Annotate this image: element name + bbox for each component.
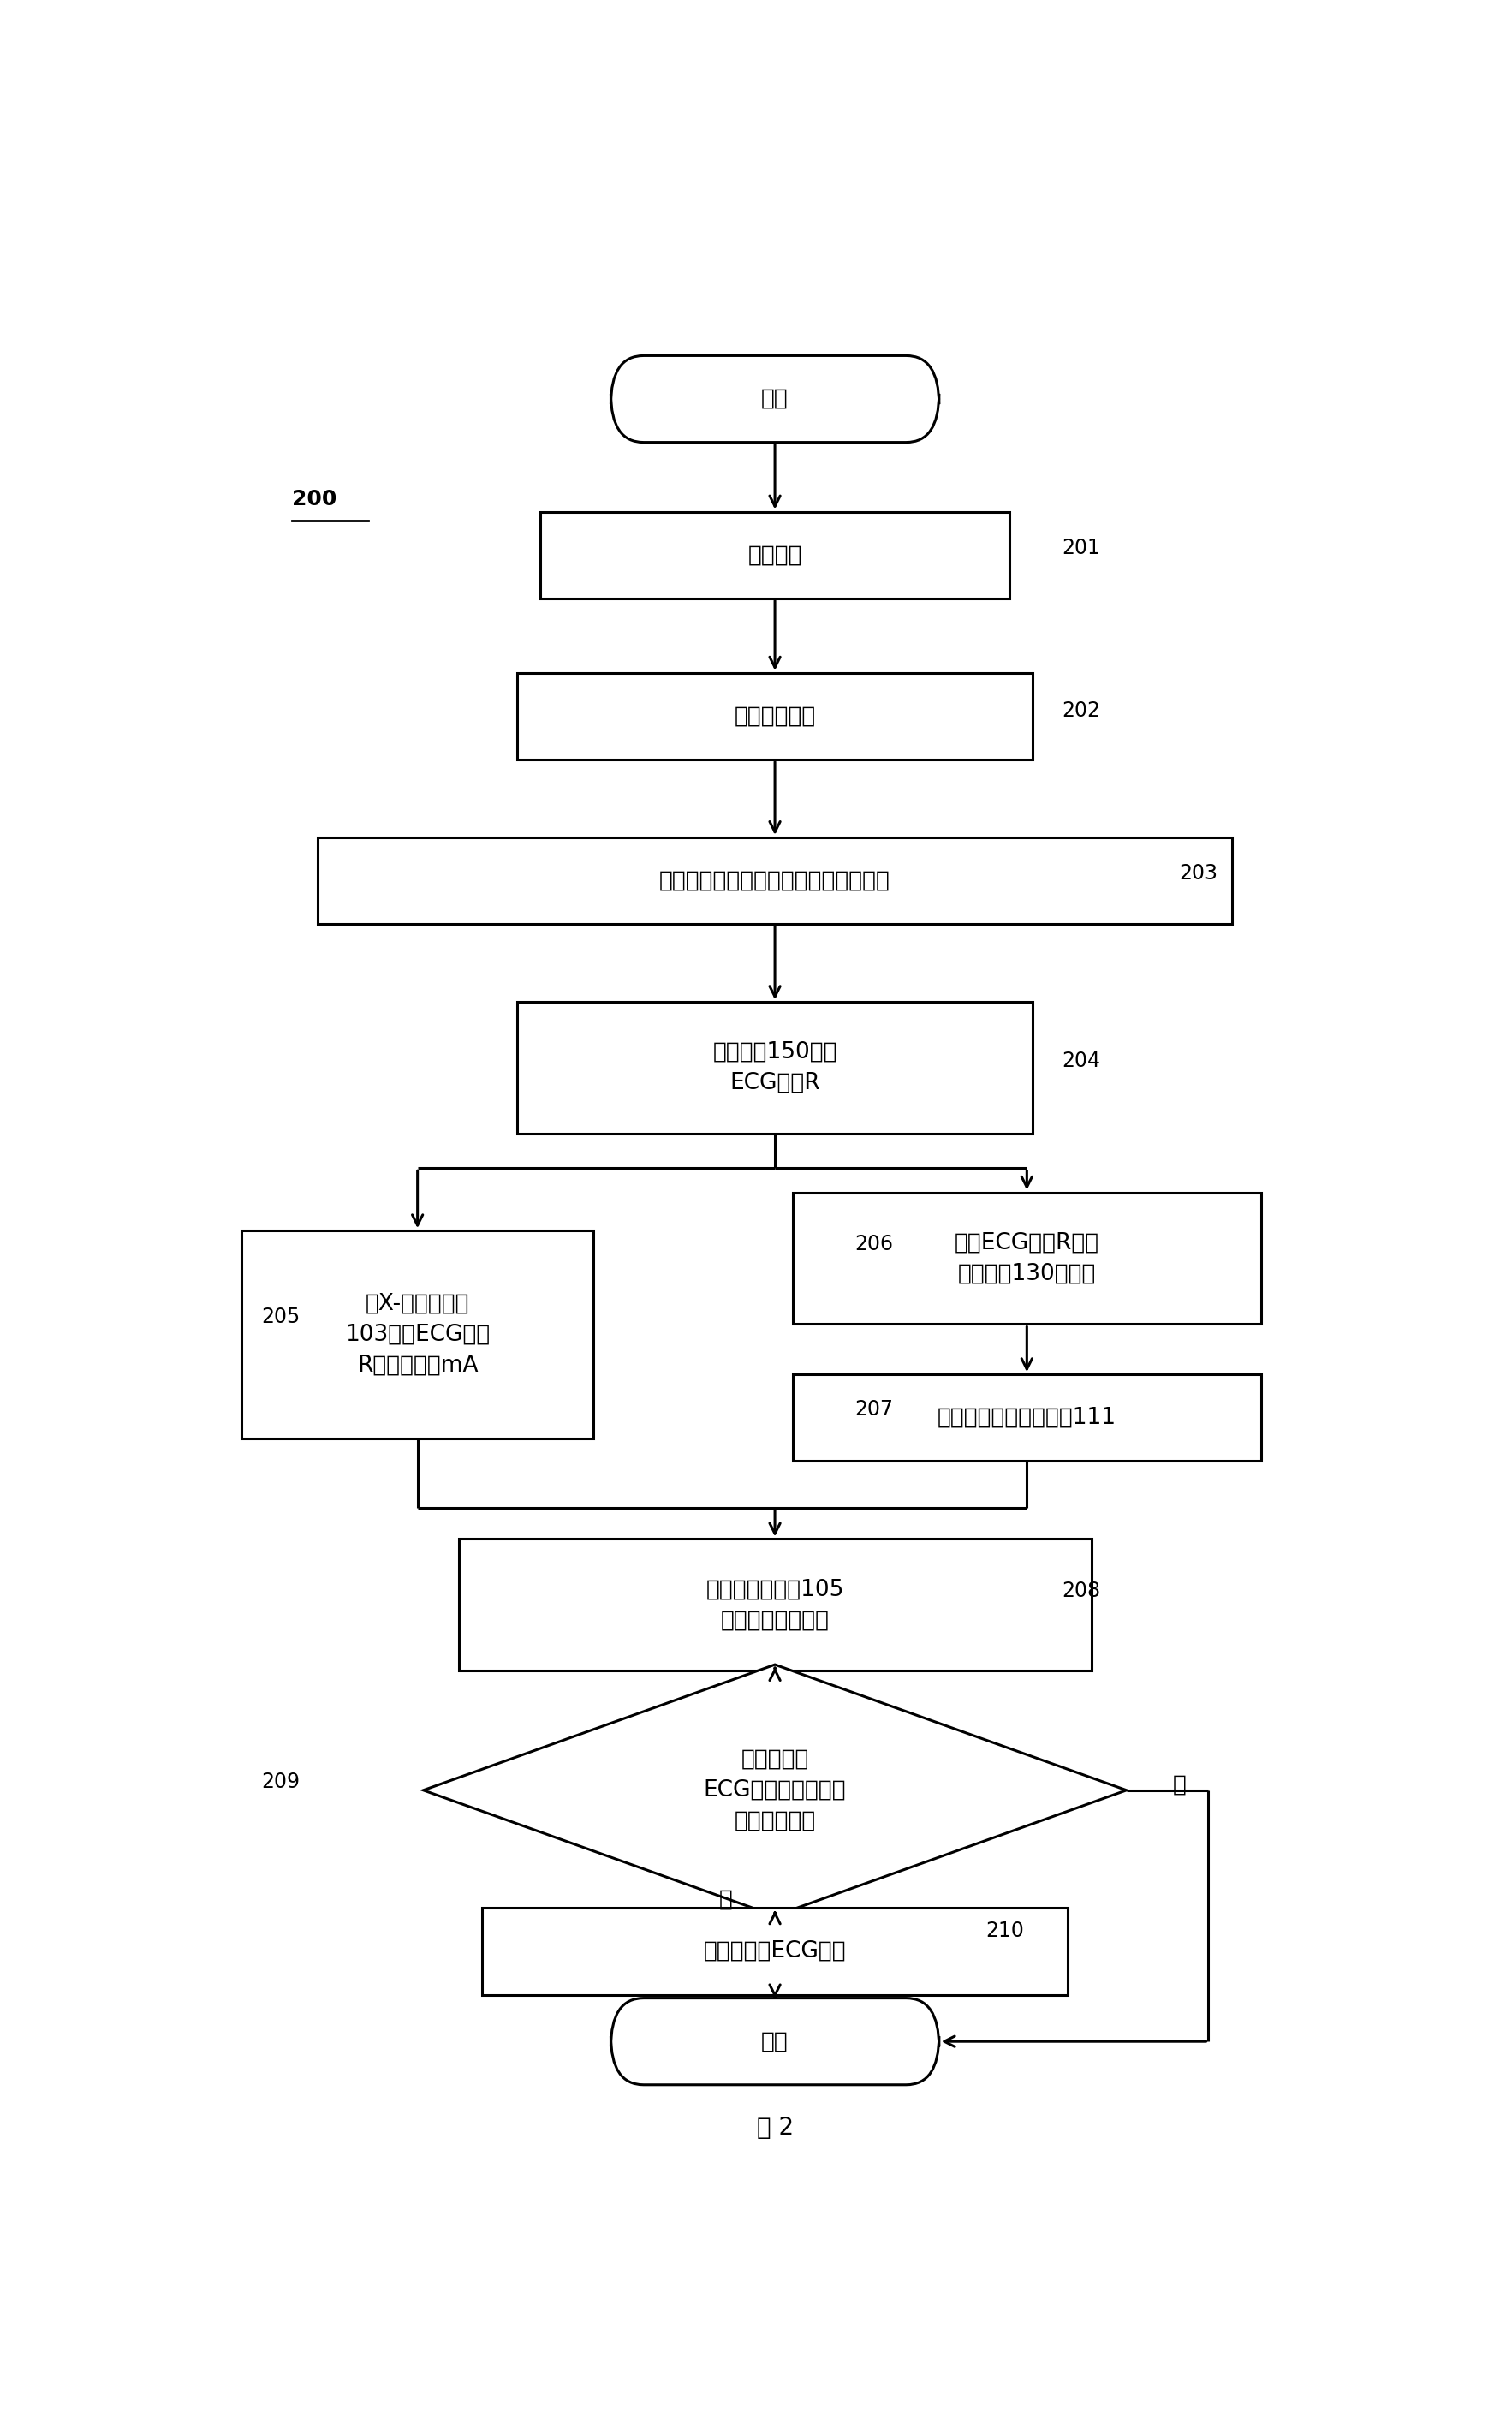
Text: 图 2: 图 2 — [756, 2117, 794, 2141]
Bar — [517, 1001, 1033, 1132]
FancyBboxPatch shape — [611, 355, 939, 442]
Text: 从心电图150获得
ECG信息R: 从心电图150获得 ECG信息R — [712, 1040, 838, 1094]
Text: 208: 208 — [1061, 1580, 1101, 1601]
Text: 201: 201 — [1061, 537, 1101, 559]
Text: 206: 206 — [854, 1234, 894, 1254]
Text: 200: 200 — [292, 488, 337, 510]
Text: 否: 否 — [718, 1888, 732, 1910]
Text: 210: 210 — [986, 1920, 1024, 1942]
Bar — [482, 1908, 1067, 1995]
Text: 由X-线管控制器
103根据ECG信息
R控制管电流mA: 由X-线管控制器 103根据ECG信息 R控制管电流mA — [345, 1293, 490, 1375]
Text: 开始: 开始 — [762, 389, 788, 411]
Text: 209: 209 — [262, 1771, 301, 1791]
Bar — [517, 673, 1033, 758]
Text: 202: 202 — [1061, 700, 1101, 722]
Text: 根据前瞻性
ECG重建的图像是否
如所期望的？: 根据前瞻性 ECG重建的图像是否 如所期望的？ — [703, 1747, 847, 1832]
Text: 204: 204 — [1061, 1050, 1101, 1072]
Bar — [792, 1193, 1261, 1324]
Text: 根据回顾性ECG重建: 根据回顾性ECG重建 — [703, 1939, 847, 1963]
Text: 由数据采集系统105
获得心脏投影数据: 由数据采集系统105 获得心脏投影数据 — [706, 1580, 844, 1631]
Text: 205: 205 — [262, 1307, 301, 1327]
Bar — [242, 1230, 593, 1439]
Text: 207: 207 — [854, 1400, 894, 1419]
Text: 形成侦察图像: 形成侦察图像 — [735, 705, 815, 727]
Bar — [318, 838, 1232, 923]
Text: 结束: 结束 — [762, 2031, 788, 2053]
FancyBboxPatch shape — [611, 1997, 939, 2085]
Text: 根据ECG信息R控制
旋转单元130的旋转: 根据ECG信息R控制 旋转单元130的旋转 — [954, 1232, 1099, 1285]
Text: 设置心脏断层摄影图像所需的侦察范围: 设置心脏断层摄影图像所需的侦察范围 — [659, 870, 891, 892]
Polygon shape — [423, 1665, 1126, 1915]
Text: 在体轴方向上移动平台111: 在体轴方向上移动平台111 — [937, 1407, 1116, 1429]
Text: 203: 203 — [1179, 863, 1217, 885]
Text: 侦察扫描: 侦察扫描 — [748, 544, 801, 566]
Text: 是: 是 — [1172, 1774, 1185, 1796]
Bar — [792, 1375, 1261, 1460]
Bar — [458, 1538, 1092, 1672]
Bar — [541, 513, 1010, 598]
